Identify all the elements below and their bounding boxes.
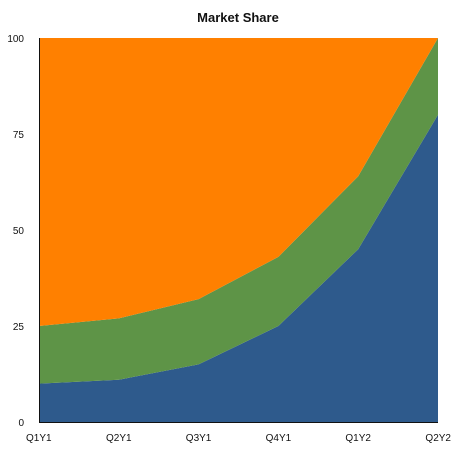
x-tick-labels: Q1Y1 Q2Y1 Q3Y1 Q4Y1 Q1Y2 Q2Y2 bbox=[26, 433, 451, 444]
chart-axes bbox=[39, 38, 438, 423]
y-tick-label: 50 bbox=[13, 226, 25, 237]
x-tick-label: Q1Y1 bbox=[26, 433, 52, 444]
x-tick-label: Q4Y1 bbox=[266, 433, 292, 444]
y-tick-label: 75 bbox=[13, 130, 25, 141]
area-series-2 bbox=[39, 38, 438, 384]
x-tick-label: Q2Y2 bbox=[425, 433, 451, 444]
x-tick-label: Q3Y1 bbox=[186, 433, 212, 444]
y-tick-labels: 0 25 50 75 100 bbox=[7, 34, 24, 429]
y-tick-label: 0 bbox=[18, 418, 24, 429]
x-tick-label: Q1Y2 bbox=[345, 433, 371, 444]
area-series-1 bbox=[39, 114, 438, 423]
y-tick-label: 100 bbox=[7, 34, 24, 45]
y-tick-label: 25 bbox=[13, 322, 25, 333]
x-tick-label: Q2Y1 bbox=[106, 433, 132, 444]
area-series-3 bbox=[39, 38, 438, 326]
chart-title: Market Share bbox=[197, 10, 279, 25]
chart-areas bbox=[39, 38, 438, 423]
